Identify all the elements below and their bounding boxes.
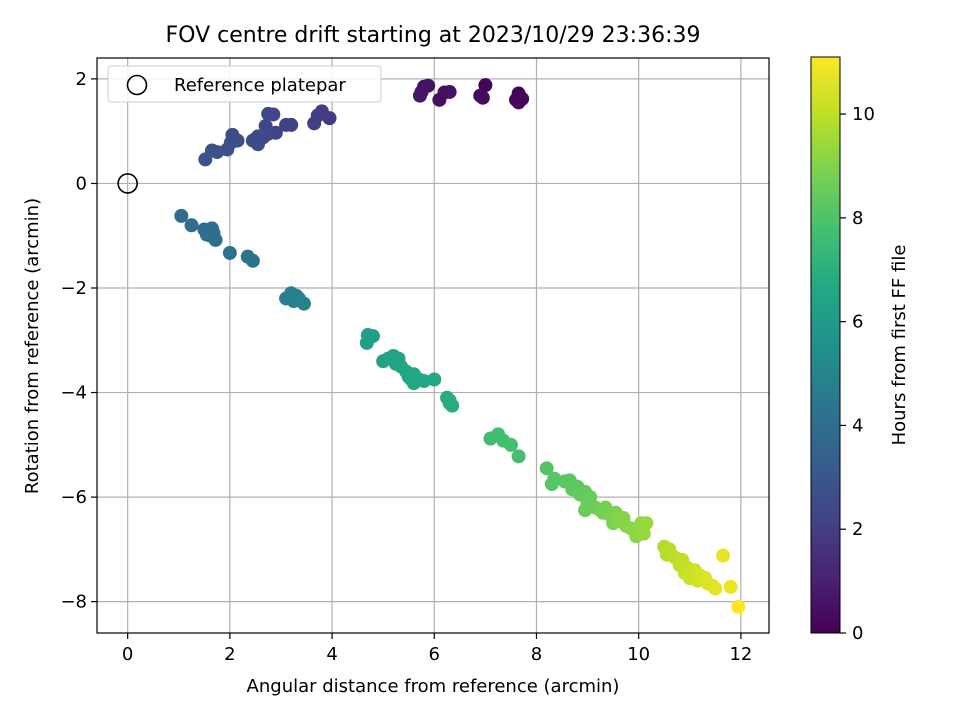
y-axis-ticks: 2 0 −2 −4 −6 −8	[60, 69, 97, 613]
data-point	[245, 253, 260, 268]
colorbar-label: Hours from first FF file	[889, 245, 910, 446]
colorbar-tick-label: 2	[852, 519, 863, 540]
data-point	[708, 581, 723, 596]
data-point	[478, 78, 493, 93]
data-point	[511, 95, 526, 110]
data-point	[544, 477, 559, 492]
data-point	[279, 117, 294, 132]
data-point	[731, 599, 746, 614]
data-point	[475, 90, 490, 105]
chart-title: FOV centre drift starting at 2023/10/29 …	[166, 23, 701, 48]
reference-platepar-marker	[117, 173, 138, 194]
data-point	[307, 116, 322, 131]
x-tick-label: 0	[122, 644, 133, 665]
x-axis-ticks: 0 2 4 6 8 10 12	[122, 633, 752, 665]
x-tick-label: 10	[627, 644, 650, 665]
y-tick-label: 0	[76, 173, 87, 194]
data-point	[442, 393, 457, 408]
y-tick-label: −8	[60, 592, 87, 613]
data-point	[203, 228, 218, 243]
data-point	[723, 580, 738, 594]
colorbar-tick-label: 4	[852, 415, 863, 436]
data-point	[222, 245, 237, 260]
colorbar-ticks: 0 2 4 6 8 10	[840, 104, 875, 644]
data-point	[359, 335, 374, 350]
data-point	[442, 84, 457, 99]
colorbar-tick-label: 0	[852, 623, 863, 644]
grid-lines	[97, 58, 769, 633]
plot-area-frame	[96, 57, 770, 634]
data-point	[174, 208, 189, 223]
data-point	[427, 372, 442, 387]
colorbar	[810, 56, 841, 634]
data-point	[412, 88, 427, 103]
data-point	[184, 218, 199, 233]
x-tick-label: 2	[224, 644, 235, 665]
data-point	[511, 449, 526, 464]
legend: Reference platepar	[107, 65, 382, 103]
legend-box	[107, 65, 382, 103]
data-point	[636, 526, 651, 541]
colorbar-tick-label: 10	[852, 104, 875, 125]
data-point	[716, 548, 731, 563]
x-tick-label: 8	[531, 644, 542, 665]
data-point	[261, 106, 276, 121]
y-axis-label: Rotation from reference (arcmin)	[22, 198, 43, 494]
data-points	[174, 78, 746, 614]
legend-open-circle-icon	[126, 74, 148, 96]
y-tick-label: −2	[60, 278, 87, 299]
data-point	[258, 118, 273, 133]
colorbar-tick-label: 8	[852, 208, 863, 229]
colorbar-tick-label: 6	[852, 312, 863, 333]
data-point	[503, 437, 518, 452]
data-point	[198, 152, 213, 167]
x-axis-label: Angular distance from reference (arcmin)	[247, 676, 620, 697]
x-tick-label: 4	[326, 644, 337, 665]
legend-label: Reference platepar	[174, 75, 346, 96]
y-tick-label: −4	[60, 383, 87, 404]
data-point	[250, 137, 265, 152]
data-point	[539, 461, 554, 476]
x-tick-label: 12	[729, 644, 752, 665]
y-tick-label: 2	[76, 69, 87, 90]
x-tick-label: 6	[429, 644, 440, 665]
y-tick-label: −6	[60, 487, 87, 508]
data-point	[296, 296, 311, 311]
data-point	[639, 516, 654, 531]
